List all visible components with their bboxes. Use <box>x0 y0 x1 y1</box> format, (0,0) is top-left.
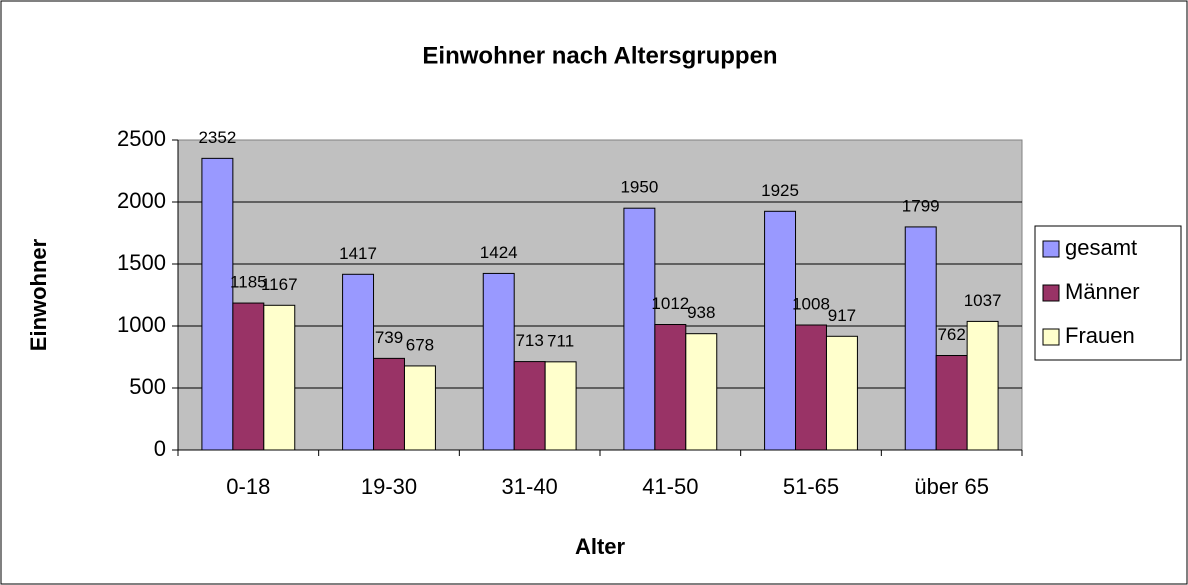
bar <box>825 335 858 451</box>
data-label: 1008 <box>792 294 830 313</box>
data-label: 1167 <box>261 275 298 294</box>
bar <box>482 272 515 451</box>
bar <box>795 324 827 451</box>
x-axis-title: Alter <box>575 534 626 559</box>
legend-label: Männer <box>1065 279 1140 304</box>
bar <box>764 210 797 451</box>
y-tick-label: 2000 <box>117 188 166 213</box>
legend-label: gesamt <box>1065 235 1137 260</box>
legend-swatch <box>1042 284 1060 302</box>
bar <box>403 365 436 451</box>
data-label: 1037 <box>964 291 1002 310</box>
data-label: 1417 <box>339 244 377 263</box>
bar <box>373 357 405 451</box>
bar <box>544 361 577 451</box>
data-label: 1185 <box>230 273 267 292</box>
data-label: 1012 <box>651 294 689 313</box>
data-label: 1424 <box>480 243 518 262</box>
x-tick-label: 41-50 <box>642 474 698 499</box>
data-label: 711 <box>547 331 574 350</box>
bar <box>685 333 718 451</box>
data-label: 739 <box>375 328 403 347</box>
x-tick-label: 51-65 <box>783 474 839 499</box>
data-label: 938 <box>687 303 715 322</box>
bar <box>935 355 968 451</box>
bar <box>201 157 234 451</box>
data-label: 1799 <box>902 196 940 215</box>
y-tick-label: 500 <box>129 374 166 399</box>
bar <box>654 324 687 451</box>
bar <box>623 207 656 451</box>
x-tick-label: 0-18 <box>226 474 270 499</box>
legend-label: Frauen <box>1065 323 1135 348</box>
plot-area <box>177 139 1023 451</box>
bar <box>966 320 999 451</box>
y-tick-label: 0 <box>154 436 166 461</box>
bar <box>342 273 375 451</box>
y-tick-label: 1000 <box>117 312 166 337</box>
data-label: 678 <box>406 335 434 354</box>
bar <box>263 304 296 451</box>
y-tick-label: 2500 <box>117 126 166 151</box>
x-tick-label: 19-30 <box>361 474 417 499</box>
bar <box>513 361 546 451</box>
data-label: 2352 <box>198 128 236 147</box>
x-tick-label: über 65 <box>914 474 989 499</box>
bar <box>232 302 265 451</box>
legend-swatch <box>1042 328 1060 346</box>
data-label: 917 <box>828 306 856 325</box>
data-label: 1925 <box>761 181 799 200</box>
y-axis-title: Einwohner <box>26 238 51 351</box>
data-label: 713 <box>515 331 543 350</box>
data-label: 762 <box>937 325 965 344</box>
x-tick-label: 31-40 <box>502 474 558 499</box>
y-tick-label: 1500 <box>117 250 166 275</box>
data-label: 1950 <box>620 178 658 197</box>
legend-swatch <box>1042 240 1060 258</box>
chart-title: Einwohner nach Altersgruppen <box>422 42 777 69</box>
bar <box>904 226 937 451</box>
